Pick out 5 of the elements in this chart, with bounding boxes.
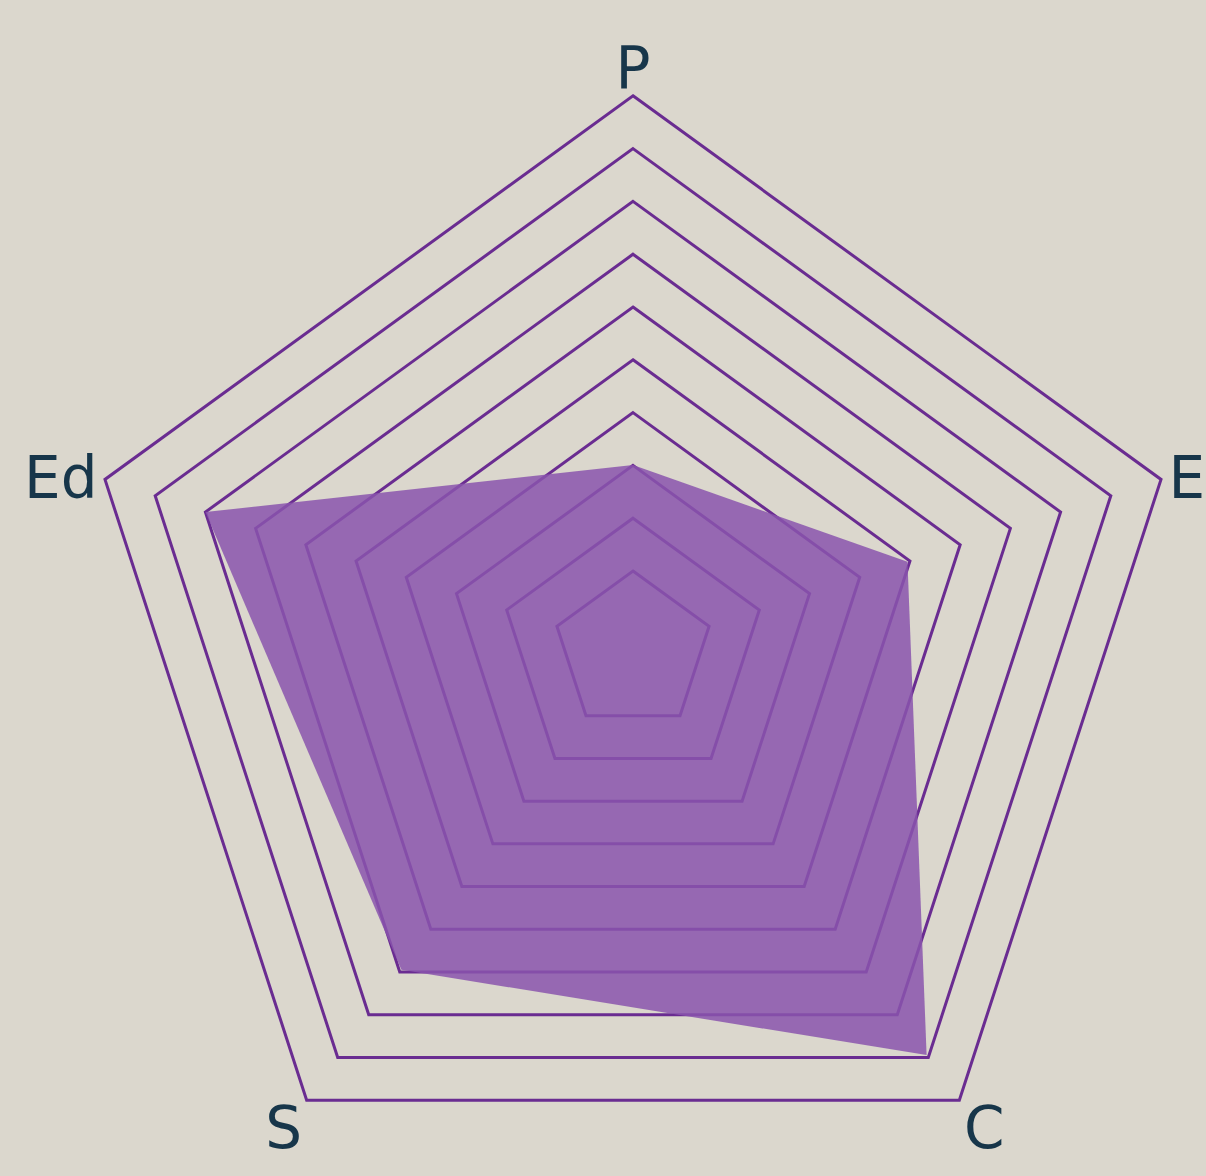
spoke-label: Ed [24,443,98,512]
spoke-label: C [963,1093,1005,1162]
spoke-label: E [1168,443,1206,512]
spoke-label: P [615,34,651,102]
spoke-label: S [265,1093,303,1162]
